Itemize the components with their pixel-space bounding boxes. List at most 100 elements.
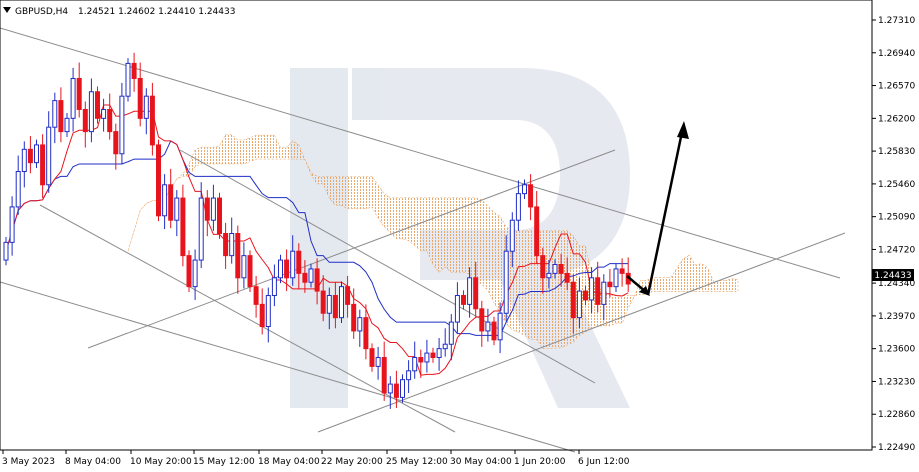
candle: [320, 290, 326, 314]
candles: [3, 52, 631, 409]
candle: [589, 277, 595, 301]
y-tick-label: 1.23230: [878, 377, 915, 387]
candle: [34, 144, 39, 164]
forecast-arrow-icon: [626, 121, 689, 296]
ichimoku-cloud: [127, 134, 739, 349]
candle: [40, 144, 46, 186]
candle: [253, 286, 259, 305]
y-tick-label: 1.24340: [878, 279, 915, 289]
y-tick-label: 1.27310: [878, 16, 915, 26]
candle: [424, 352, 430, 363]
candle: [52, 100, 58, 128]
candle: [174, 197, 180, 221]
candle: [363, 317, 369, 350]
candle: [332, 295, 338, 319]
plot-frame: [0, 0, 873, 451]
symbol-label: GBPUSD,H4: [15, 7, 68, 17]
candle: [278, 259, 283, 279]
candle: [296, 250, 302, 274]
x-tick-label: 18 May 04:00: [258, 457, 320, 467]
candle: [607, 281, 613, 288]
current-price-badge: 1.24433: [872, 269, 914, 281]
candle: [198, 197, 204, 261]
candle: [515, 193, 521, 221]
candle: [149, 95, 155, 146]
candle: [369, 348, 375, 367]
candle: [15, 170, 21, 208]
candle: [479, 308, 485, 332]
trend-line: [317, 232, 846, 433]
candle: [326, 295, 332, 314]
candle: [442, 343, 448, 350]
candle: [357, 317, 363, 332]
candle: [448, 321, 454, 345]
x-tick-label: 25 May 12:00: [386, 457, 448, 467]
candle: [137, 77, 143, 119]
candle: [241, 255, 247, 279]
candle: [27, 148, 33, 164]
x-tick-label: 1 Jun 20:00: [514, 457, 566, 467]
candle: [271, 277, 277, 297]
trend-line: [0, 281, 576, 453]
x-tick-label: 15 May 12:00: [193, 457, 255, 467]
y-tick-label: 1.23970: [878, 312, 915, 322]
candle: [247, 255, 253, 288]
candle: [210, 197, 216, 221]
y-tick-label: 1.25460: [878, 180, 915, 190]
candle: [576, 290, 582, 319]
trend-line: [39, 204, 456, 433]
candle: [308, 268, 314, 283]
candle: [58, 100, 64, 133]
y-tick-label: 1.22860: [878, 410, 915, 420]
candle: [95, 91, 100, 119]
candle: [461, 295, 466, 305]
cloud-area: [127, 134, 739, 349]
candle: [595, 277, 601, 305]
candle: [204, 197, 210, 221]
candle: [552, 264, 558, 274]
candle: [113, 131, 119, 155]
y-tick-label: 1.23600: [878, 345, 915, 355]
candle: [583, 290, 588, 301]
candle: [76, 77, 82, 110]
candle: [46, 126, 52, 186]
candle: [131, 62, 137, 79]
y-tick-label: 1.24720: [878, 245, 915, 255]
candle: [509, 219, 515, 252]
candle: [570, 281, 576, 319]
candle: [491, 321, 497, 341]
candle: [540, 255, 546, 279]
triangle-down-icon[interactable]: [3, 7, 11, 13]
candle: [473, 277, 479, 310]
candle: [82, 108, 88, 133]
candle: [485, 321, 491, 332]
candle: [467, 277, 473, 305]
candle: [265, 295, 271, 328]
y-tick-label: 1.22490: [878, 443, 915, 453]
candle: [345, 286, 351, 305]
candle: [143, 95, 149, 119]
candle: [436, 348, 442, 359]
candle: [412, 357, 418, 372]
candle: [235, 233, 241, 279]
candle: [192, 259, 198, 288]
candle: [497, 312, 503, 341]
candle: [418, 357, 424, 363]
y-tick-label: 1.25090: [878, 213, 915, 223]
x-tick-label: 10 May 20:00: [130, 457, 192, 467]
candle: [613, 268, 619, 288]
y-tick-label: 1.26940: [878, 49, 915, 59]
x-axis: 3 May 2023 8 May 04:00 10 May 20:00 15 May …: [2, 450, 630, 467]
candle: [70, 77, 76, 119]
kijun-line: [5, 140, 629, 336]
ohlc-label: 1.24521 1.24602 1.24410 1.24433: [78, 7, 235, 17]
trend-line: [179, 149, 596, 384]
candle: [339, 286, 344, 319]
candle: [454, 295, 460, 323]
candle: [3, 241, 9, 261]
y-tick-label: 1.26200: [878, 114, 915, 124]
candle: [400, 379, 405, 398]
candle: [88, 91, 94, 133]
candle: [564, 272, 570, 283]
